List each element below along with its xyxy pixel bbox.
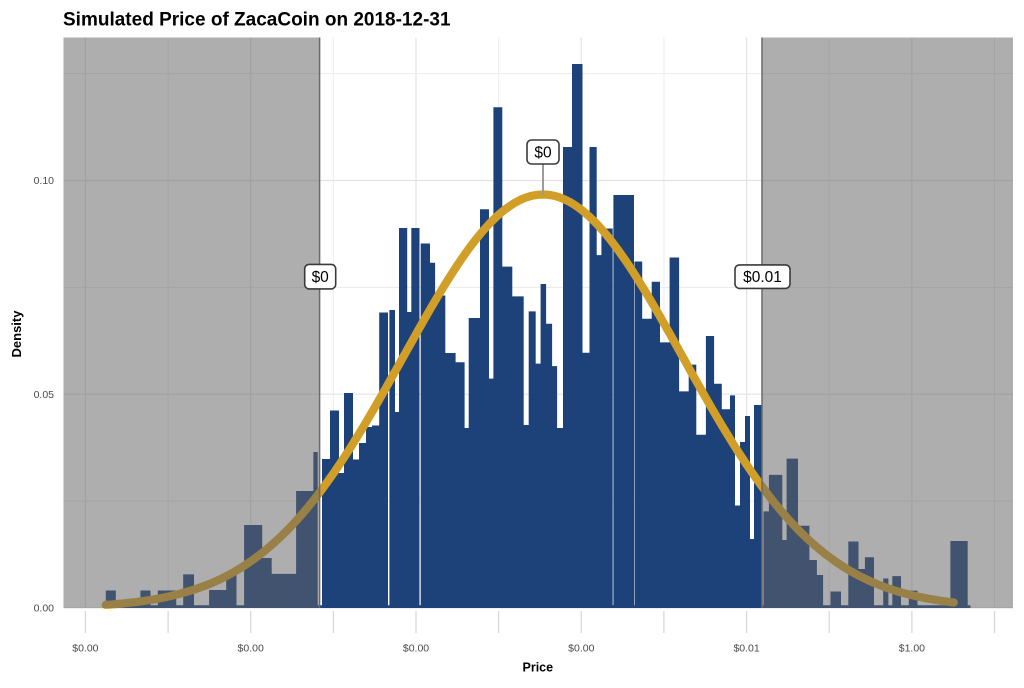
- svg-text:$0.00: $0.00: [568, 643, 594, 655]
- svg-text:$0.01: $0.01: [743, 269, 782, 286]
- svg-text:$1.00: $1.00: [899, 643, 925, 655]
- svg-text:Density: Density: [9, 310, 24, 358]
- svg-text:0.00: 0.00: [34, 603, 55, 615]
- svg-text:0.05: 0.05: [34, 389, 55, 401]
- svg-text:$0.00: $0.00: [403, 643, 429, 655]
- svg-text:$0: $0: [534, 144, 552, 161]
- svg-text:$0.01: $0.01: [733, 643, 759, 655]
- svg-text:$0.00: $0.00: [72, 643, 98, 655]
- svg-text:0.10: 0.10: [34, 175, 55, 187]
- svg-text:$0.00: $0.00: [238, 643, 264, 655]
- svg-text:Simulated Price of ZacaCoin on: Simulated Price of ZacaCoin on 2018-12-3…: [63, 10, 451, 31]
- svg-text:$0: $0: [312, 269, 330, 286]
- svg-text:Price: Price: [523, 661, 554, 675]
